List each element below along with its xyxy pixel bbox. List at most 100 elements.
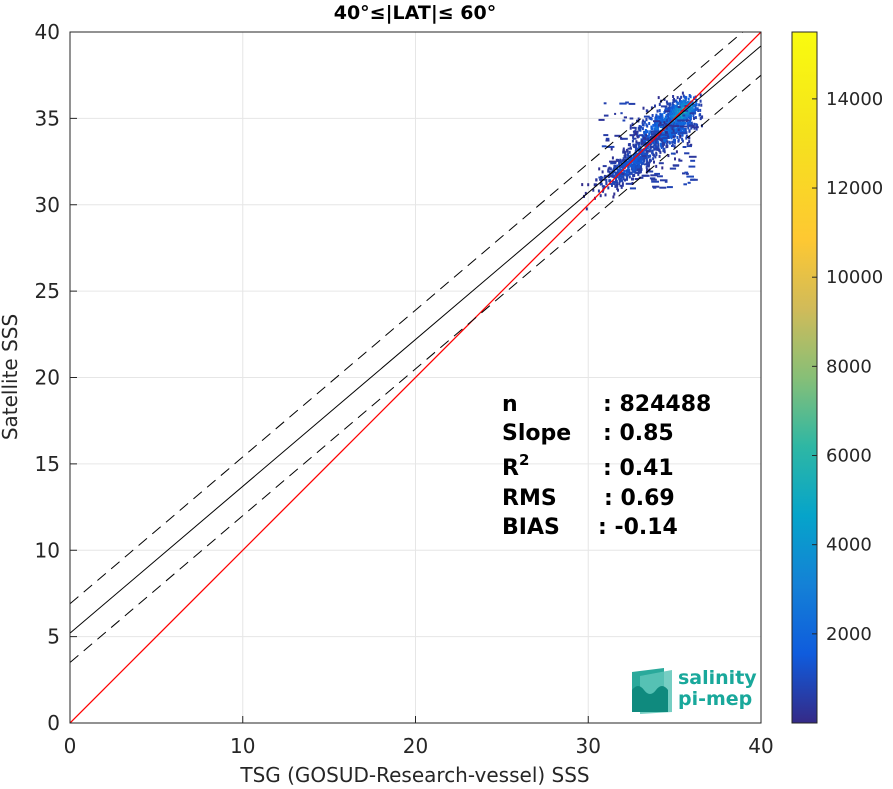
density-cell: [629, 124, 632, 128]
density-cell: [624, 178, 626, 182]
density-cell: [671, 102, 674, 105]
density-cell: [609, 182, 615, 185]
density-cell: [609, 167, 612, 171]
logo-waves-icon: [632, 668, 672, 714]
density-cell: [630, 167, 633, 171]
density-cell: [674, 157, 676, 161]
density-cell: [646, 135, 649, 138]
density-cell: [639, 158, 642, 162]
density-cell: [636, 147, 639, 151]
density-cell: [620, 165, 623, 169]
density-cell: [691, 105, 694, 109]
density-cell: [682, 99, 685, 103]
density-cell: [611, 183, 613, 187]
density-cell: [650, 117, 653, 121]
density-cell: [671, 133, 674, 137]
density-cell: [645, 133, 648, 137]
density-cell: [653, 160, 655, 164]
density-cell: [625, 174, 628, 177]
density-cell: [646, 145, 649, 149]
density-cell: [661, 118, 664, 122]
density-cell: [676, 126, 679, 130]
density-cell: [650, 133, 657, 136]
density-cell: [635, 166, 638, 170]
density-cell: [592, 188, 595, 192]
density-cell: [610, 147, 613, 151]
density-cell: [666, 186, 673, 189]
density-cell: [663, 150, 666, 154]
density-cell: [612, 168, 615, 172]
line-regression: [70, 45, 761, 634]
density-cell: [652, 157, 655, 161]
density-cell: [635, 158, 638, 162]
density-cell: [614, 134, 621, 137]
density-cell: [687, 97, 690, 101]
density-cell: [642, 143, 645, 147]
density-cell: [626, 161, 629, 165]
density-cell: [682, 114, 686, 117]
density-cell: [669, 129, 671, 133]
density-cell: [641, 156, 644, 160]
density-cell: [694, 104, 697, 108]
density-cell: [663, 111, 666, 114]
density-cell: [617, 158, 619, 162]
density-cell: [670, 125, 673, 129]
density-cell: [620, 161, 623, 165]
density-cell: [688, 105, 691, 109]
density-cell: [639, 157, 642, 160]
density-cell: [660, 105, 668, 108]
density-cell: [655, 126, 658, 130]
density-cell: [678, 125, 681, 129]
density-cell: [629, 134, 636, 137]
density-cell: [646, 151, 649, 155]
density-cell: [677, 121, 680, 125]
stat-bias-label: BIAS: [502, 515, 560, 540]
density-cell: [597, 189, 600, 193]
density-cell: [686, 107, 689, 111]
density-cell: [676, 96, 679, 100]
density-cell: [638, 164, 640, 168]
density-cell: [611, 156, 614, 160]
density-cell: [677, 138, 680, 142]
density-cell: [679, 97, 681, 101]
density-cell: [638, 125, 641, 129]
density-cell: [638, 125, 641, 127]
density-cell: [652, 130, 660, 133]
density-cell: [619, 102, 627, 105]
density-cell: [644, 141, 647, 145]
density-cell: [639, 148, 642, 151]
density-cell: [686, 142, 689, 145]
density-cell: [595, 183, 598, 187]
density-cell: [677, 123, 679, 127]
density-cell: [599, 194, 602, 198]
density-cell: [671, 132, 678, 135]
density-cell: [615, 174, 618, 178]
fit-lines: [70, 32, 761, 723]
y-tick-label: 20: [35, 366, 60, 390]
density-cell: [607, 167, 610, 171]
density-cell: [680, 129, 682, 133]
density-cell: [664, 135, 667, 139]
density-cell: [664, 140, 667, 144]
density-cell: [699, 93, 702, 97]
density-cell: [663, 122, 666, 126]
density-cell: [671, 120, 674, 124]
density-cell: [622, 148, 625, 152]
density-cell: [654, 124, 657, 128]
density-cell: [675, 104, 678, 108]
density-cell: [688, 112, 691, 116]
density-cell: [684, 128, 687, 131]
density-cell: [632, 165, 634, 169]
density-cell: [643, 130, 646, 134]
density-cell: [627, 143, 630, 147]
density-cell: [673, 99, 675, 103]
density-cell: [650, 174, 658, 177]
density-cell: [685, 134, 688, 138]
density-cell: [677, 119, 685, 122]
density-cell: [679, 128, 682, 132]
density-cell: [599, 183, 603, 186]
density-cell: [678, 99, 681, 103]
density-cell: [609, 173, 612, 177]
density-cell: [677, 101, 680, 105]
density-cell: [660, 144, 663, 148]
